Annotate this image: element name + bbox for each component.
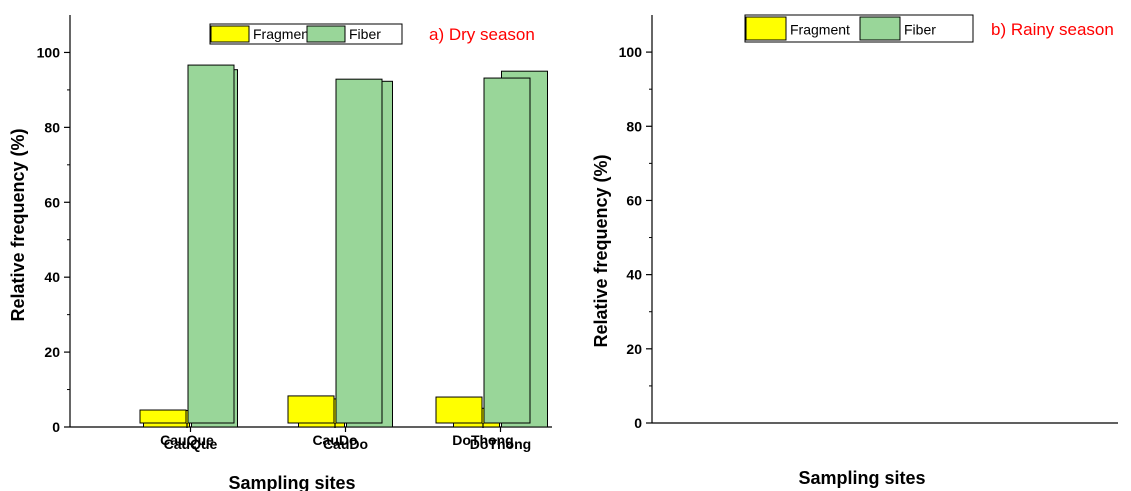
y-tick-label: 20 — [44, 344, 60, 360]
x-axis-title: Sampling sites — [798, 468, 925, 488]
y-tick-label: 20 — [626, 341, 642, 357]
y-tick-label: 0 — [634, 415, 642, 431]
legend-swatch-fragment — [745, 16, 787, 41]
bar-fragment-dothong — [435, 396, 483, 424]
x-tick-label: DoThong — [452, 432, 513, 448]
x-tick-label: DoThong — [470, 436, 531, 452]
y-axis-title: Relative frequency (%) — [8, 128, 28, 321]
x-tick-label: CauQue — [160, 432, 214, 448]
legend-label-fragment: Fragment — [253, 26, 313, 42]
legend-label-fiber: Fiber — [904, 21, 936, 37]
y-tick-label: 80 — [626, 118, 642, 134]
bar-fiber-caudo — [335, 78, 383, 424]
panel-title: a) Dry season — [429, 25, 535, 44]
legend-swatch-fragment — [210, 25, 250, 43]
legend-swatch-fiber — [859, 16, 901, 41]
bar-fiber-dothong — [483, 77, 531, 424]
y-tick-label: 0 — [52, 419, 60, 435]
x-tick-label: CauQue — [164, 436, 218, 452]
x-axis-title: Sampling sites — [228, 473, 355, 491]
chart-panel-rainy-season: Relative frequency (%) Sampling sites b)… — [139, 14, 1118, 488]
y-tick-label: 40 — [44, 269, 60, 285]
legend-label-fiber: Fiber — [349, 26, 381, 42]
y-tick-label: 60 — [626, 192, 642, 208]
legend-swatch-fiber — [306, 25, 346, 43]
legend-label-fragment: Fragment — [790, 21, 850, 37]
legend-box — [209, 23, 403, 45]
y-tick-label: 40 — [626, 267, 642, 283]
bar-fragment-cauque — [139, 409, 187, 424]
y-tick-label: 100 — [619, 44, 643, 60]
y-tick-label: 80 — [44, 119, 60, 135]
y-tick-label: 100 — [37, 44, 61, 60]
x-tick-label: CauDo — [323, 436, 368, 452]
y-axis-title: Relative frequency (%) — [591, 154, 611, 347]
panel-title: b) Rainy season — [991, 20, 1114, 39]
bar-fragment-caudo — [287, 395, 335, 424]
y-tick-label: 60 — [44, 194, 60, 210]
x-tick-label: CauDo — [312, 432, 357, 448]
bar-fiber-cauque — [187, 64, 235, 424]
